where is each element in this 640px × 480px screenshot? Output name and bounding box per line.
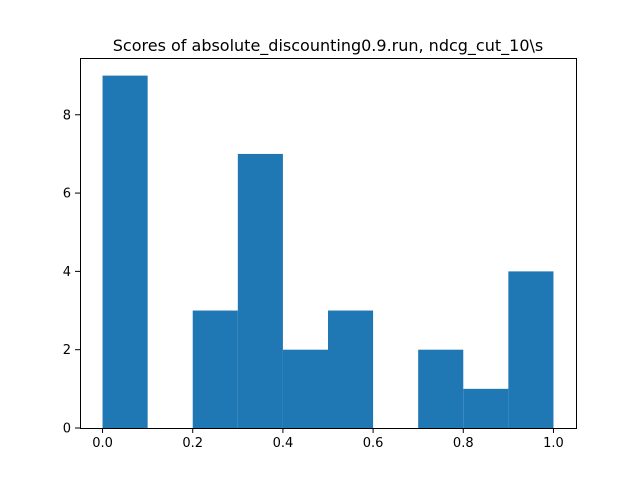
histogram-bar (102, 75, 148, 428)
histogram-bar (237, 153, 283, 429)
x-tick-label: 0.2 (182, 436, 203, 451)
histogram-bar (328, 310, 374, 428)
x-tick-label: 0.8 (453, 436, 474, 451)
bars-group (102, 75, 554, 429)
histogram-bar (192, 310, 238, 428)
plot-frame (80, 58, 577, 429)
x-axis-ticks: 0.0 0.2 0.4 0.6 0.8 1.0 (92, 428, 564, 451)
histogram-bar (508, 271, 554, 428)
y-tick-label: 2 (63, 343, 71, 358)
histogram-bar (463, 388, 509, 428)
x-tick-label: 0.4 (273, 436, 294, 451)
chart-title: Scores of absolute_discounting0.9.run, n… (113, 36, 543, 56)
histogram-bar (418, 349, 464, 428)
x-tick-label: 0.0 (92, 436, 113, 451)
x-tick-label: 1.0 (543, 436, 564, 451)
y-tick-label: 8 (63, 108, 71, 123)
y-tick-label: 4 (63, 265, 71, 280)
histogram-bar (282, 349, 328, 428)
y-tick-label: 0 (63, 422, 71, 437)
y-axis-ticks: 0 2 4 6 8 (63, 108, 80, 437)
x-tick-label: 0.6 (363, 436, 384, 451)
y-tick-label: 6 (63, 187, 71, 202)
